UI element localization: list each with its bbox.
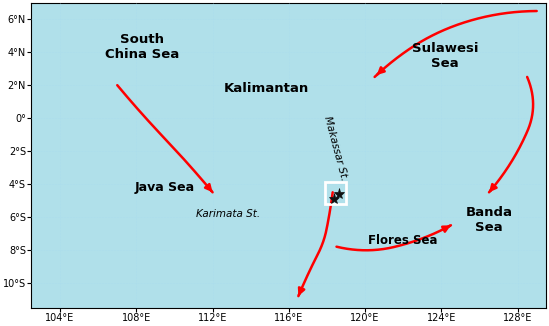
Text: Makassar St.: Makassar St. (322, 114, 349, 181)
Bar (325, 183, 346, 204)
Text: Java Sea: Java Sea (135, 181, 195, 194)
Text: Kalimantan: Kalimantan (223, 82, 309, 95)
Text: South
China Sea: South China Sea (105, 33, 179, 61)
Text: Karimata St.: Karimata St. (196, 209, 260, 219)
Text: Sulawesi
Sea: Sulawesi Sea (412, 41, 478, 69)
Text: Banda
Sea: Banda Sea (466, 206, 513, 234)
Text: Flores Sea: Flores Sea (368, 234, 438, 246)
